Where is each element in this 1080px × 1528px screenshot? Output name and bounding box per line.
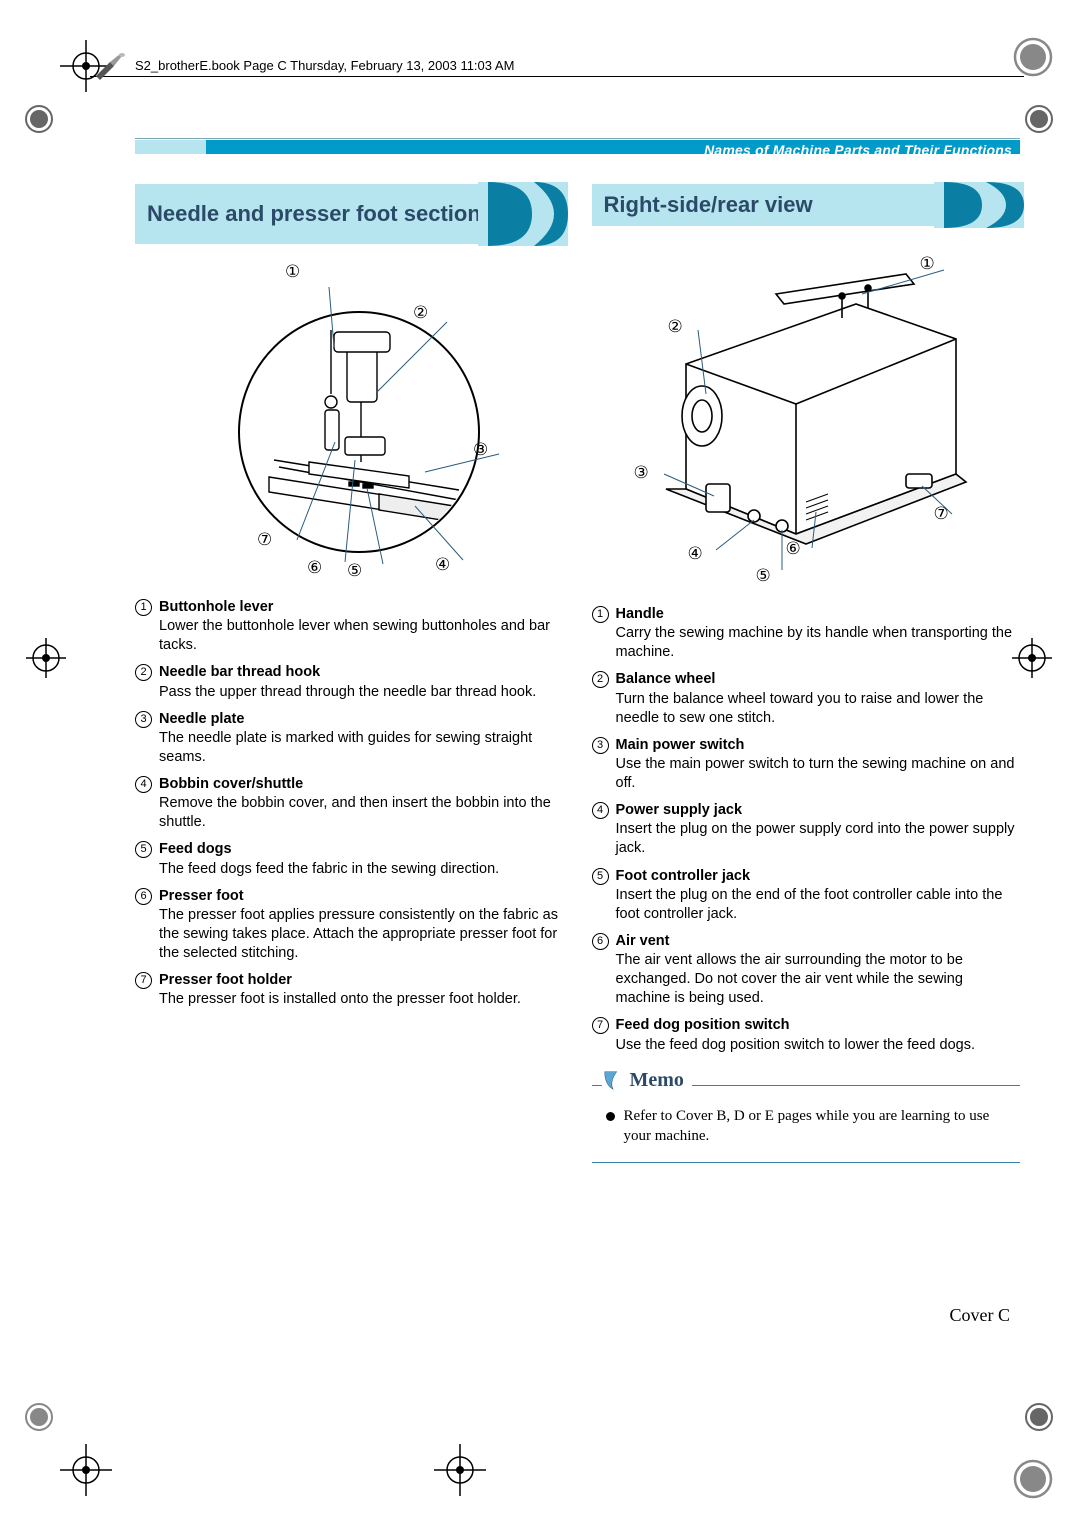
section-title-right: Right-side/rear view — [604, 192, 813, 217]
header-section-title: Names of Machine Parts and Their Functio… — [704, 142, 1012, 158]
crop-dot-tl2 — [24, 104, 54, 134]
section-header-right: Right-side/rear view — [592, 184, 1021, 226]
list-item: Presser footThe presser foot applies pre… — [135, 887, 564, 964]
callout-r3: ③ — [634, 463, 649, 483]
crop-target-top-left — [56, 36, 116, 96]
section-hump-icon — [478, 182, 568, 246]
list-item: HandleCarry the sewing machine by its ha… — [592, 605, 1021, 662]
list-item: Needle bar thread hookPass the upper thr… — [135, 663, 564, 701]
callout-r2: ② — [668, 317, 683, 337]
crop-dot-br2 — [1012, 1458, 1054, 1500]
memo-title: Memo — [630, 1069, 684, 1092]
right-column: Right-side/rear view — [592, 184, 1021, 1163]
callout-r6: ⑥ — [786, 539, 801, 559]
header-rule — [135, 138, 1020, 139]
callout-2: ② — [413, 303, 428, 323]
callout-r4: ④ — [688, 544, 703, 564]
list-item: Feed dog position switchUse the feed dog… — [592, 1016, 1021, 1054]
callout-r7: ⑦ — [934, 504, 949, 524]
section-hump-icon — [934, 182, 1024, 228]
figure-needle-section: ① ② ③ ④ ⑤ ⑥ ⑦ — [135, 262, 564, 582]
list-item: Foot controller jackInsert the plug on t… — [592, 867, 1021, 924]
list-item: Feed dogsThe feed dogs feed the fabric i… — [135, 840, 564, 878]
crop-dot-bl — [24, 1402, 54, 1432]
framemaker-page-path: S2_brotherE.book Page C Thursday, Februa… — [135, 58, 514, 73]
memo-box: Memo Refer to Cover B, D or E pages whil… — [592, 1085, 1021, 1164]
list-item: Main power switchUse the main power swit… — [592, 736, 1021, 793]
callout-r1: ① — [920, 254, 935, 274]
list-item: Air ventThe air vent allows the air surr… — [592, 932, 1021, 1009]
list-item: Bobbin cover/shuttleRemove the bobbin co… — [135, 775, 564, 832]
callout-1: ① — [285, 262, 300, 282]
callout-6: ⑥ — [307, 558, 322, 578]
list-item: Presser foot holderThe presser foot is i… — [135, 971, 564, 1009]
callout-7: ⑦ — [257, 530, 272, 550]
needle-diagram — [159, 262, 539, 582]
rear-diagram — [606, 244, 1006, 589]
list-item: Power supply jackInsert the plug on the … — [592, 801, 1021, 858]
list-item: Needle plateThe needle plate is marked w… — [135, 710, 564, 767]
section-title-left: Needle and presser foot section — [147, 201, 481, 226]
callout-r5: ⑤ — [756, 566, 771, 586]
parts-list-left: Buttonhole leverLower the buttonhole lev… — [135, 598, 564, 1009]
callout-4: ④ — [435, 555, 450, 575]
list-item: Balance wheelTurn the balance wheel towa… — [592, 670, 1021, 727]
parts-list-right: HandleCarry the sewing machine by its ha… — [592, 605, 1021, 1055]
crop-dot-tr2 — [1024, 104, 1054, 134]
memo-icon — [602, 1069, 624, 1091]
crop-dot-top-right — [1012, 36, 1054, 78]
list-item: Buttonhole leverLower the buttonhole lev… — [135, 598, 564, 655]
callout-5: ⑤ — [347, 561, 362, 581]
crop-mid-left — [24, 636, 68, 680]
memo-body: Refer to Cover B, D or E pages while you… — [602, 1106, 1011, 1147]
left-column: Needle and presser foot section — [135, 184, 564, 1163]
crop-dot-br — [1024, 1402, 1054, 1432]
section-header-left: Needle and presser foot section — [135, 184, 564, 244]
page-footer-label: Cover C — [950, 1305, 1011, 1326]
crop-target-bottom-left — [56, 1440, 116, 1500]
figure-rear-view: ① ② ③ ④ ⑤ ⑥ ⑦ — [592, 244, 1021, 589]
crop-target-bottom-mid — [430, 1440, 490, 1500]
page-path-rule — [90, 76, 1024, 77]
framemaker-icon — [92, 52, 132, 82]
callout-3: ③ — [473, 440, 488, 460]
